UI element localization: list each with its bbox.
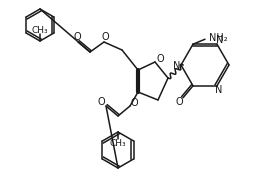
Text: CH₃: CH₃	[110, 138, 126, 147]
Text: O: O	[130, 98, 138, 108]
Text: O: O	[101, 32, 109, 42]
Text: O: O	[175, 97, 183, 107]
Text: NH₂: NH₂	[209, 33, 227, 43]
Text: N: N	[216, 35, 224, 45]
Text: O: O	[73, 32, 81, 42]
Text: CH₃: CH₃	[32, 26, 48, 35]
Text: N: N	[173, 61, 181, 71]
Text: O: O	[156, 54, 164, 64]
Text: N: N	[215, 85, 223, 95]
Text: O: O	[97, 97, 105, 107]
